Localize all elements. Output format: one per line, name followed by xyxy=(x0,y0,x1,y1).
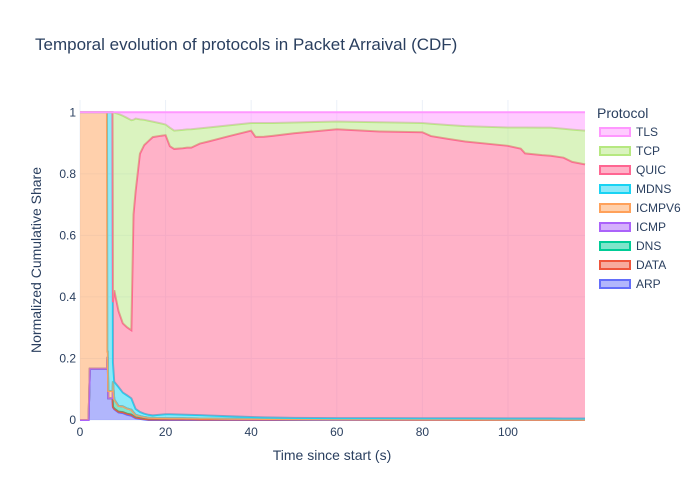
legend-label: ICMPV6 xyxy=(636,201,681,215)
area-dns xyxy=(80,357,585,420)
legend-swatch xyxy=(599,127,631,137)
legend-label: QUIC xyxy=(636,163,666,177)
legend-item-arp[interactable]: ARP xyxy=(599,277,661,291)
chart-title: Temporal evolution of protocols in Packe… xyxy=(35,35,457,54)
legend-item-icmpv6[interactable]: ICMPV6 xyxy=(599,201,681,215)
legend-item-tcp[interactable]: TCP xyxy=(599,144,660,158)
y-tick-label: 0.8 xyxy=(59,167,76,181)
legend-item-mdns[interactable]: MDNS xyxy=(599,182,671,196)
y-tick-label: 0 xyxy=(69,413,76,427)
legend-swatch xyxy=(599,241,631,251)
x-tick-label: 40 xyxy=(245,425,259,439)
x-tick-label: 20 xyxy=(159,425,173,439)
legend-label: ICMP xyxy=(636,220,666,234)
legend-label: ARP xyxy=(636,277,661,291)
legend-item-dns[interactable]: DNS xyxy=(599,239,661,253)
y-tick-label: 1 xyxy=(69,105,76,119)
x-tick-labels: 0 20 40 60 80 100 xyxy=(77,425,519,439)
x-tick-label: 80 xyxy=(416,425,430,439)
legend-swatch xyxy=(599,165,631,175)
y-tick-label: 0.2 xyxy=(59,351,76,365)
legend-title: Protocol xyxy=(597,105,648,121)
y-tick-labels: 0 0.2 0.4 0.6 0.8 1 xyxy=(59,105,76,427)
legend-label: MDNS xyxy=(636,182,671,196)
area-tcp xyxy=(80,112,585,331)
legend-swatch xyxy=(599,184,631,194)
legend: Protocol TLS TCP QUIC MDNS ICMPV6 ICMP DNS DATA… xyxy=(597,105,681,291)
legend-item-data[interactable]: DATA xyxy=(599,258,666,272)
legend-swatch xyxy=(599,260,631,270)
legend-label: DATA xyxy=(636,258,666,272)
x-tick-label: 0 xyxy=(77,425,84,439)
legend-item-tls[interactable]: TLS xyxy=(599,125,658,139)
y-tick-label: 0.4 xyxy=(59,290,76,304)
area-tls xyxy=(80,112,585,131)
legend-label: DNS xyxy=(636,239,661,253)
legend-swatch xyxy=(599,222,631,232)
y-axis-label: Normalized Cumulative Share xyxy=(28,167,44,353)
legend-item-quic[interactable]: QUIC xyxy=(599,163,666,177)
legend-label: TCP xyxy=(636,144,660,158)
legend-swatch xyxy=(599,146,631,156)
legend-swatch xyxy=(599,279,631,289)
legend-swatch xyxy=(599,203,631,213)
x-axis-label: Time since start (s) xyxy=(273,447,392,463)
legend-item-icmp[interactable]: ICMP xyxy=(599,220,666,234)
y-tick-label: 0.6 xyxy=(59,228,76,242)
x-tick-label: 60 xyxy=(330,425,344,439)
area-quic xyxy=(80,112,585,419)
stacked-areas xyxy=(80,111,586,421)
x-tick-label: 100 xyxy=(498,425,518,439)
legend-label: TLS xyxy=(636,125,658,139)
